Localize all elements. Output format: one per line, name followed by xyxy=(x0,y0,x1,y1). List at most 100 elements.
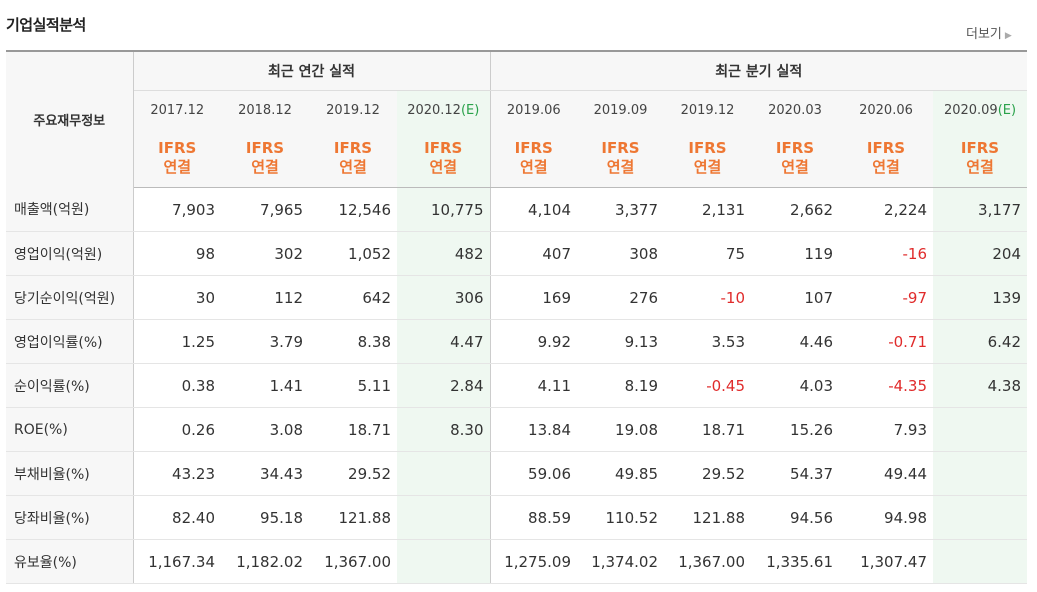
table-cell: 112 xyxy=(221,275,309,320)
table-cell: 4.11 xyxy=(490,363,577,408)
period-header: 2019.06 xyxy=(490,90,577,129)
table-cell: 5.11 xyxy=(309,363,397,408)
table-cell: 94.98 xyxy=(839,495,933,540)
table-cell: 7,965 xyxy=(221,187,309,232)
row-label: 당기순이익(억원) xyxy=(6,275,134,320)
table-cell: 18.71 xyxy=(664,407,751,452)
table-cell: 1,367.00 xyxy=(309,539,397,584)
row-label: 영업이익(억원) xyxy=(6,231,134,276)
table-cell: 1,275.09 xyxy=(490,539,577,584)
main-header: 주요재무정보 xyxy=(6,50,134,188)
table-cell: 1,374.02 xyxy=(577,539,664,584)
period-header: 2017.12 xyxy=(133,90,221,129)
financial-table: 주요재무정보 최근 연간 실적 최근 분기 실적 2017.12 2018.12 2… xyxy=(6,50,1027,584)
ifrs-badge[interactable]: IFRS 연결 xyxy=(577,129,664,188)
table-cell: 121.88 xyxy=(664,495,751,540)
table-cell: 3.79 xyxy=(221,319,309,364)
ifrs-badge[interactable]: IFRS 연결 xyxy=(839,129,933,188)
table-cell: 204 xyxy=(933,231,1027,276)
table-row: 영업이익률(%) 1.25 3.79 8.38 4.47 9.92 9.13 3.53 4.46… xyxy=(6,319,1027,364)
table-row: 당좌비율(%) 82.40 95.18 121.88 88.59 110.52 121.88… xyxy=(6,495,1027,540)
table-cell: 95.18 xyxy=(221,495,309,540)
ifrs-badge[interactable]: IFRS 연결 xyxy=(221,129,309,188)
table-cell: 75 xyxy=(664,231,751,276)
estimate-mark: (E) xyxy=(460,102,480,118)
table-cell: 2,662 xyxy=(751,187,839,232)
chevron-right-icon: ▶ xyxy=(1004,31,1012,41)
row-label: 순이익률(%) xyxy=(6,363,134,408)
table-cell: 110.52 xyxy=(577,495,664,540)
period-header: 2020.12(E) xyxy=(397,90,491,129)
table-cell: 2,131 xyxy=(664,187,751,232)
table-cell: 7.93 xyxy=(839,407,933,452)
period-header: 2020.09(E) xyxy=(933,90,1027,129)
table-cell: 94.56 xyxy=(751,495,839,540)
group-quarter: 최근 분기 실적 xyxy=(490,50,1027,91)
table-cell: -10 xyxy=(664,275,751,320)
table-cell: 482 xyxy=(397,231,491,276)
table-cell: 29.52 xyxy=(664,451,751,496)
row-label: 당좌비율(%) xyxy=(6,495,134,540)
table-cell xyxy=(397,539,491,584)
table-cell: 43.23 xyxy=(133,451,221,496)
table-cell: 169 xyxy=(490,275,577,320)
table-cell: 49.44 xyxy=(839,451,933,496)
table-cell: 308 xyxy=(577,231,664,276)
table-cell: 29.52 xyxy=(309,451,397,496)
period-header: 2019.12 xyxy=(664,90,751,129)
ifrs-badge[interactable]: IFRS 연결 xyxy=(397,129,491,188)
table-cell: 306 xyxy=(397,275,491,320)
table-cell: 119 xyxy=(751,231,839,276)
row-label: 영업이익률(%) xyxy=(6,319,134,364)
ifrs-badge[interactable]: IFRS 연결 xyxy=(133,129,221,188)
table-cell xyxy=(933,407,1027,452)
ifrs-badge[interactable]: IFRS 연결 xyxy=(490,129,577,188)
table-cell: 3.08 xyxy=(221,407,309,452)
table-cell: 302 xyxy=(221,231,309,276)
period-header: 2020.03 xyxy=(751,90,839,129)
table-cell: 2.84 xyxy=(397,363,491,408)
ifrs-badge[interactable]: IFRS 연결 xyxy=(933,129,1027,188)
table-cell: 1,307.47 xyxy=(839,539,933,584)
estimate-mark: (E) xyxy=(997,102,1017,118)
table-cell: 3,377 xyxy=(577,187,664,232)
period-header: 2018.12 xyxy=(221,90,309,129)
table-cell: -16 xyxy=(839,231,933,276)
table-cell: 54.37 xyxy=(751,451,839,496)
table-cell: 88.59 xyxy=(490,495,577,540)
table-cell: 13.84 xyxy=(490,407,577,452)
ifrs-badge[interactable]: IFRS 연결 xyxy=(309,129,397,188)
table-cell: 8.19 xyxy=(577,363,664,408)
ifrs-badge[interactable]: IFRS 연결 xyxy=(664,129,751,188)
table-cell: 12,546 xyxy=(309,187,397,232)
table-cell: 4.47 xyxy=(397,319,491,364)
table-cell: 4.03 xyxy=(751,363,839,408)
table-cell: 1,167.34 xyxy=(133,539,221,584)
table-cell xyxy=(397,451,491,496)
table-cell: 0.26 xyxy=(133,407,221,452)
table-row: ROE(%) 0.26 3.08 18.71 8.30 13.84 19.08 18.71 15… xyxy=(6,407,1027,452)
table-cell: 19.08 xyxy=(577,407,664,452)
table-cell xyxy=(933,495,1027,540)
ifrs-badge[interactable]: IFRS 연결 xyxy=(751,129,839,188)
table-cell: -0.45 xyxy=(664,363,751,408)
table-cell: -0.71 xyxy=(839,319,933,364)
table-cell: 2,224 xyxy=(839,187,933,232)
table-cell: -97 xyxy=(839,275,933,320)
table-cell: 1.25 xyxy=(133,319,221,364)
period-header: 2019.09 xyxy=(577,90,664,129)
table-cell: 3,177 xyxy=(933,187,1027,232)
row-label: ROE(%) xyxy=(6,407,134,452)
table-cell: 1,182.02 xyxy=(221,539,309,584)
table-cell: 34.43 xyxy=(221,451,309,496)
more-link[interactable]: 더보기 ▶ xyxy=(966,23,1012,42)
table-row: 당기순이익(억원) 30 112 642 306 169 276 -10 107 -97 139 xyxy=(6,275,1027,320)
period-header: 2020.06 xyxy=(839,90,933,129)
table-cell: 9.13 xyxy=(577,319,664,364)
row-label: 유보율(%) xyxy=(6,539,134,584)
table-cell: 6.42 xyxy=(933,319,1027,364)
table-row: 부채비율(%) 43.23 34.43 29.52 59.06 49.85 29.52 54.… xyxy=(6,451,1027,496)
table-cell: 4.38 xyxy=(933,363,1027,408)
table-cell: 3.53 xyxy=(664,319,751,364)
table-row: 영업이익(억원) 98 302 1,052 482 407 308 75 119 -16 204 xyxy=(6,231,1027,276)
